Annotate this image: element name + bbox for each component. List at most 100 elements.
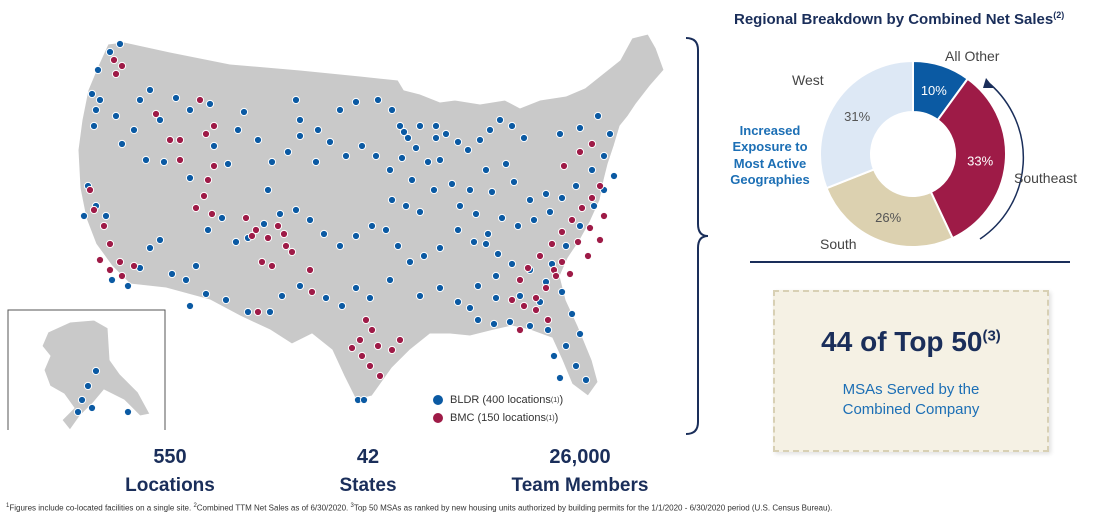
bldr-location-marker — [87, 403, 97, 413]
bmc-location-marker — [395, 335, 405, 345]
bldr-location-marker — [351, 97, 361, 107]
bldr-location-marker — [515, 291, 525, 301]
bldr-location-marker — [265, 307, 275, 317]
msa-subtitle-line2: Combined Company — [842, 400, 980, 418]
bmc-location-marker — [583, 251, 593, 261]
stat-team-value: 26,000 — [549, 446, 611, 468]
legend-bldr-label: BLDR (400 locations — [450, 394, 551, 406]
bldr-location-marker — [101, 211, 111, 221]
bmc-location-marker — [99, 221, 109, 231]
bldr-location-marker — [73, 407, 83, 417]
bldr-location-marker — [493, 249, 503, 259]
bldr-location-marker — [267, 157, 277, 167]
stat-team-members: 26,000 Team Members — [500, 446, 660, 497]
footnote-marker-1: 1 — [6, 503, 10, 509]
bldr-location-marker — [283, 147, 293, 157]
bldr-location-marker — [277, 291, 287, 301]
bmc-location-marker — [209, 121, 219, 131]
legend-bldr: BLDR (400 locations (1)) — [432, 394, 563, 406]
bldr-location-marker — [385, 165, 395, 175]
bldr-location-marker — [545, 207, 555, 217]
bmc-location-marker — [373, 341, 383, 351]
bmc-location-marker — [387, 345, 397, 355]
bldr-location-marker — [291, 205, 301, 215]
legend-bmc-label: BMC (150 locations — [450, 412, 546, 424]
bmc-location-marker — [257, 257, 267, 267]
bldr-location-marker — [171, 93, 181, 103]
bmc-location-marker — [375, 371, 385, 381]
bmc-location-marker — [557, 227, 567, 237]
bldr-location-marker — [489, 319, 499, 329]
bldr-location-marker — [571, 361, 581, 371]
bldr-location-marker — [217, 213, 227, 223]
bldr-location-marker — [599, 151, 609, 161]
bmc-location-marker — [191, 203, 201, 213]
stat-locations: 550 Locations — [110, 446, 230, 497]
regional-donut-chart: 10% 33% 26% 31% All Other Southeast South W… — [780, 44, 1080, 264]
bmc-location-marker — [129, 261, 139, 271]
bldr-location-marker — [107, 275, 117, 285]
stat-states: 42 States — [318, 446, 418, 497]
bmc-location-marker — [515, 325, 525, 335]
bldr-location-marker — [465, 185, 475, 195]
bldr-location-marker — [575, 221, 585, 231]
bldr-location-marker — [79, 211, 89, 221]
bldr-location-marker — [541, 189, 551, 199]
bmc-location-marker — [587, 193, 597, 203]
bldr-location-marker — [145, 85, 155, 95]
bldr-location-marker — [365, 293, 375, 303]
bldr-location-marker — [91, 366, 101, 376]
bldr-location-marker — [571, 181, 581, 191]
bldr-location-marker — [431, 121, 441, 131]
exposure-arrow — [979, 83, 1025, 240]
footnote-text-2: Combined TTM Net Sales as of 6/30/2020. — [196, 503, 351, 513]
bldr-location-marker — [259, 219, 269, 229]
bldr-location-marker — [381, 225, 391, 235]
bldr-location-marker — [221, 295, 231, 305]
donut-slice-south — [825, 168, 954, 248]
footnote-marker-3: 3 — [350, 503, 354, 509]
bldr-location-marker — [609, 171, 619, 181]
bracket-icon — [685, 37, 709, 435]
bldr-location-marker — [123, 281, 133, 291]
bldr-location-marker — [453, 225, 463, 235]
bmc-location-marker — [115, 257, 125, 267]
bmc-location-marker — [541, 283, 551, 293]
bldr-location-marker — [387, 105, 397, 115]
bldr-location-marker — [525, 195, 535, 205]
bldr-location-marker — [185, 105, 195, 115]
bldr-location-marker — [557, 287, 567, 297]
donut-label-southeast: 33% — [967, 153, 993, 168]
bldr-location-marker — [295, 281, 305, 291]
bldr-location-marker — [341, 151, 351, 161]
bldr-location-marker — [155, 115, 165, 125]
bldr-location-marker — [351, 231, 361, 241]
bldr-location-marker — [337, 301, 347, 311]
bmc-location-marker — [279, 229, 289, 239]
bldr-location-marker — [185, 173, 195, 183]
bmc-location-marker — [347, 343, 357, 353]
bldr-location-marker — [555, 129, 565, 139]
bmc-location-marker — [287, 247, 297, 257]
bldr-location-marker — [371, 151, 381, 161]
bmc-location-marker — [305, 265, 315, 275]
bldr-location-marker — [587, 165, 597, 175]
bldr-location-marker — [473, 281, 483, 291]
bldr-location-marker — [605, 129, 615, 139]
bmc-dot-icon — [432, 412, 444, 424]
bmc-location-marker — [105, 239, 115, 249]
bmc-location-marker — [531, 305, 541, 315]
bmc-location-marker — [207, 209, 217, 219]
stat-locations-label: Locations — [125, 475, 215, 496]
bldr-location-marker — [507, 121, 517, 131]
bmc-location-marker — [573, 237, 583, 247]
bldr-location-marker — [115, 39, 125, 49]
bldr-location-marker — [181, 275, 191, 285]
bldr-location-marker — [575, 329, 585, 339]
bldr-location-marker — [567, 309, 577, 319]
us-location-map — [0, 30, 700, 437]
regional-title-text: Regional Breakdown by Combined Net Sales — [734, 11, 1054, 28]
bldr-location-marker — [471, 209, 481, 219]
bmc-location-marker — [307, 287, 317, 297]
legend-bmc-marker: (1) — [546, 414, 555, 422]
